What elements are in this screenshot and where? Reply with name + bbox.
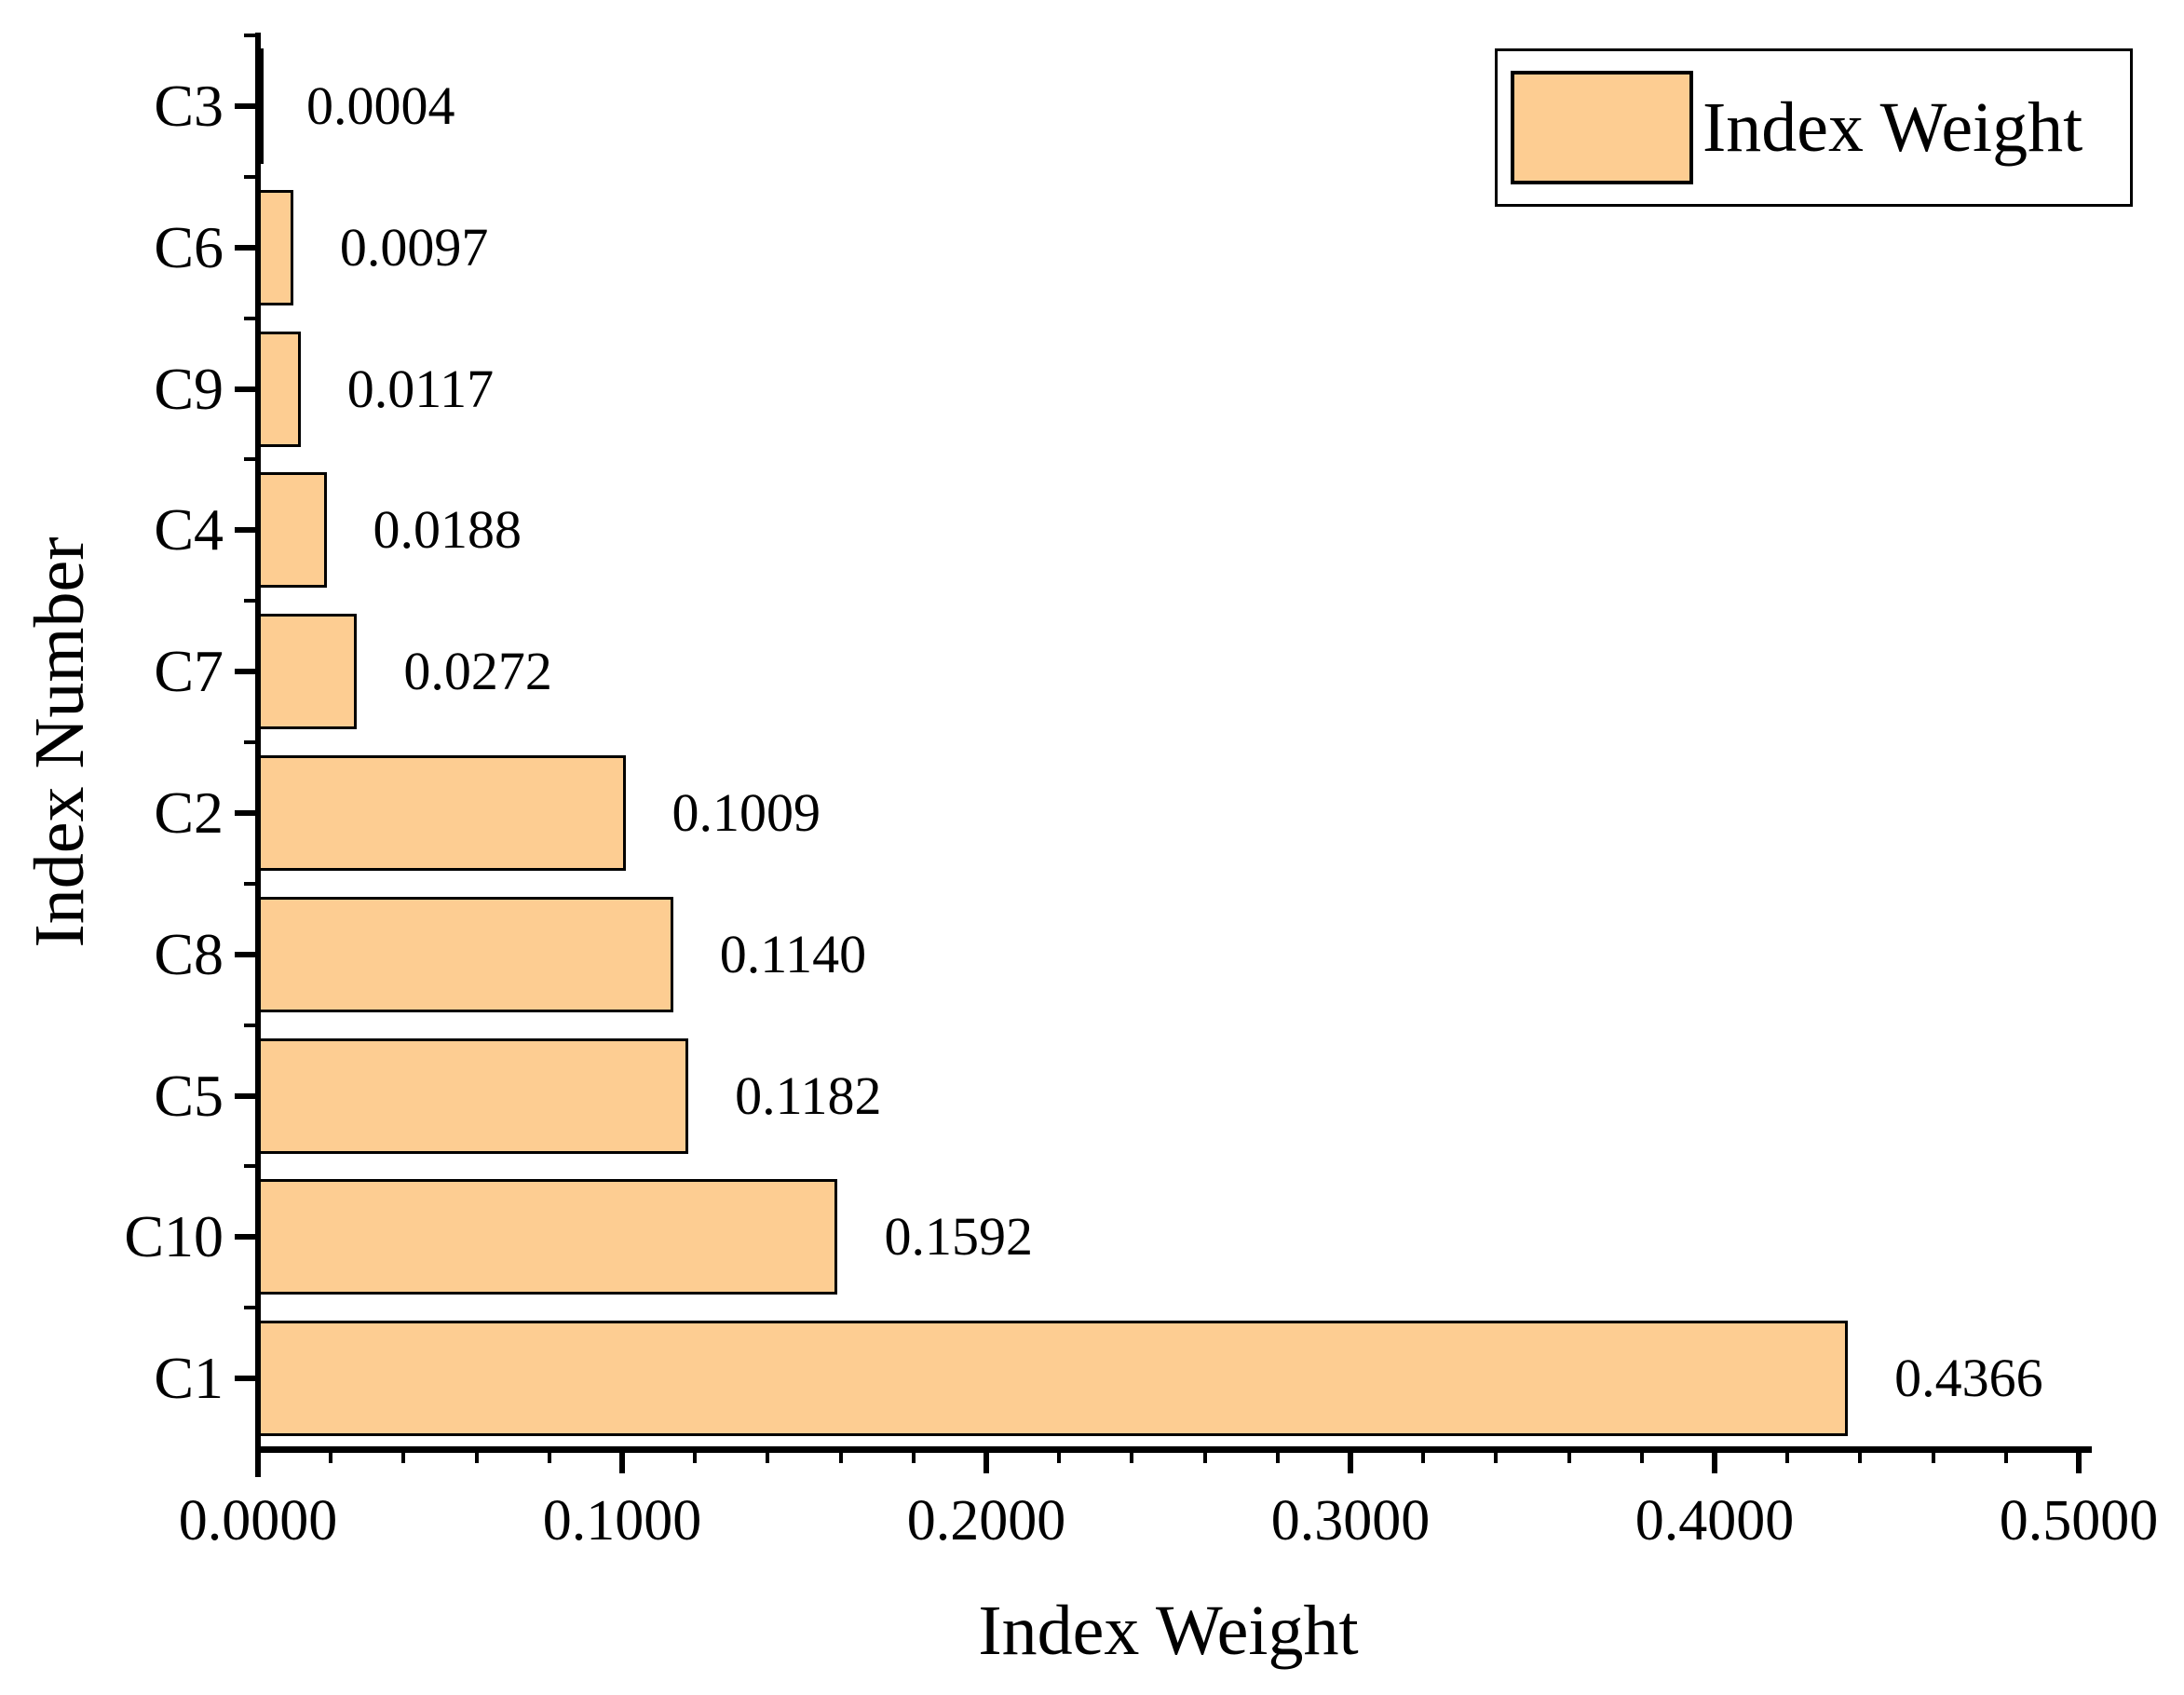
- y-axis-minor-tick: [244, 740, 258, 744]
- x-axis-tick-label: 0.2000: [906, 1489, 1066, 1553]
- y-axis-major-tick: [235, 669, 258, 675]
- legend-label: Index Weight: [1702, 88, 2083, 167]
- y-axis-line: [255, 33, 261, 1477]
- x-axis-minor-tick: [2003, 1449, 2008, 1463]
- bar-value-label: 0.0117: [346, 358, 495, 419]
- bar: [258, 1037, 689, 1154]
- bar: [258, 1321, 1849, 1437]
- bar: [258, 614, 358, 730]
- legend: Index Weight: [1495, 48, 2133, 207]
- x-axis-major-tick: [619, 1449, 625, 1473]
- x-axis-tick-label: 0.3000: [1270, 1489, 1431, 1553]
- bar-value-label: 0.0188: [373, 499, 522, 561]
- bar-value-label: 0.4366: [1894, 1348, 2043, 1409]
- y-axis-major-tick: [235, 386, 258, 392]
- x-axis-minor-tick: [1931, 1449, 1935, 1463]
- x-axis-minor-tick: [1785, 1449, 1790, 1463]
- x-axis-minor-tick: [1858, 1449, 1863, 1463]
- bar-value-label: 0.1140: [719, 923, 867, 984]
- x-axis-minor-tick: [1421, 1449, 1426, 1463]
- x-axis-major-tick: [2076, 1449, 2082, 1473]
- category-label: C3: [154, 72, 224, 139]
- bar-value-label: 0.0004: [306, 75, 455, 136]
- bar-value-label: 0.0272: [403, 641, 552, 702]
- y-axis-major-tick: [235, 102, 258, 109]
- x-axis-tick-label: 0.0000: [178, 1489, 338, 1553]
- bar-value-label: 0.1592: [884, 1206, 1033, 1268]
- y-axis-major-tick: [235, 1234, 258, 1241]
- bar-value-label: 0.0097: [339, 216, 489, 278]
- y-axis-minor-tick: [244, 599, 258, 603]
- x-axis-major-tick: [255, 1449, 261, 1473]
- bar: [258, 1179, 838, 1295]
- y-axis-minor-tick: [244, 1164, 258, 1169]
- y-axis-major-tick: [235, 951, 258, 957]
- category-label: C8: [154, 920, 224, 987]
- x-axis-minor-tick: [1057, 1449, 1062, 1463]
- y-axis-major-tick: [235, 527, 258, 534]
- x-axis-minor-tick: [401, 1449, 406, 1463]
- x-axis-minor-tick: [329, 1449, 333, 1463]
- x-axis-minor-tick: [474, 1449, 479, 1463]
- y-axis-major-tick: [235, 1376, 258, 1382]
- x-axis-minor-tick: [693, 1449, 698, 1463]
- category-label: C2: [154, 779, 224, 846]
- x-axis-tick-label: 0.5000: [1999, 1489, 2159, 1553]
- legend-swatch: [1511, 71, 1693, 184]
- x-axis-minor-tick: [1639, 1449, 1644, 1463]
- x-axis-minor-tick: [1567, 1449, 1571, 1463]
- category-label: C4: [154, 496, 224, 563]
- x-axis-minor-tick: [911, 1449, 916, 1463]
- category-label: C5: [154, 1062, 224, 1129]
- category-label: C6: [154, 213, 224, 280]
- y-axis-major-tick: [235, 809, 258, 816]
- y-axis-minor-tick: [244, 1306, 258, 1310]
- y-axis-title: Index Number: [20, 536, 99, 948]
- category-label: C10: [124, 1203, 224, 1270]
- x-axis-minor-tick: [1275, 1449, 1280, 1463]
- x-axis-minor-tick: [547, 1449, 551, 1463]
- x-axis-tick-label: 0.4000: [1635, 1489, 1795, 1553]
- x-axis-minor-tick: [1494, 1449, 1499, 1463]
- y-axis-minor-tick: [244, 174, 258, 179]
- category-label: C1: [154, 1345, 224, 1412]
- y-axis-minor-tick: [244, 457, 258, 462]
- bar: [258, 896, 673, 1012]
- x-axis-major-tick: [983, 1449, 989, 1473]
- bar-value-label: 0.1009: [671, 781, 821, 843]
- bar: [258, 47, 264, 164]
- x-axis-major-tick: [1712, 1449, 1717, 1473]
- y-axis-major-tick: [235, 1092, 258, 1099]
- y-axis-minor-tick: [244, 1023, 258, 1027]
- bar: [258, 189, 293, 305]
- y-axis-minor-tick: [244, 34, 258, 37]
- x-axis-minor-tick: [766, 1449, 770, 1463]
- category-label: C7: [154, 638, 224, 705]
- x-axis-tick-label: 0.1000: [542, 1489, 702, 1553]
- bar: [258, 754, 626, 871]
- x-axis-minor-tick: [1130, 1449, 1134, 1463]
- y-axis-minor-tick: [244, 881, 258, 886]
- bar: [258, 331, 301, 447]
- x-axis-title: Index Weight: [978, 1592, 1359, 1670]
- x-axis-minor-tick: [838, 1449, 843, 1463]
- category-label: C9: [154, 355, 224, 422]
- y-axis-minor-tick: [244, 316, 258, 320]
- bar-value-label: 0.1182: [735, 1064, 882, 1126]
- x-axis-major-tick: [1348, 1449, 1353, 1473]
- x-axis-minor-tick: [1202, 1449, 1207, 1463]
- bar: [258, 472, 327, 589]
- y-axis-major-tick: [235, 244, 258, 251]
- x-axis-line: [255, 1446, 2092, 1453]
